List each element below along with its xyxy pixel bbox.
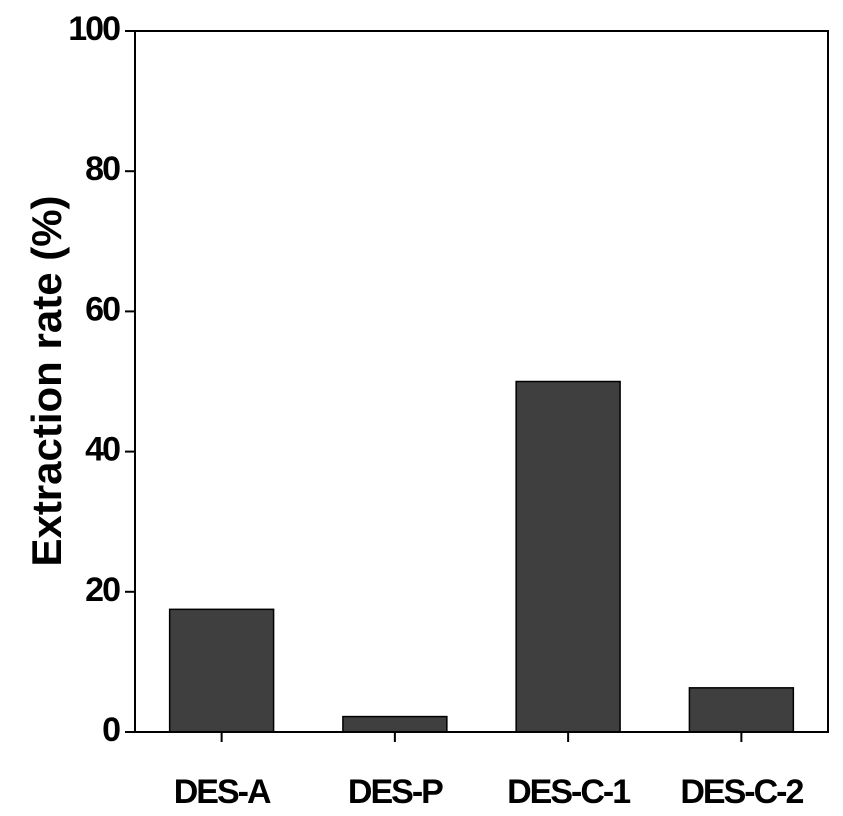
y-tick-label: 20 (85, 571, 120, 609)
y-tick-label: 60 (85, 290, 120, 328)
y-tick-label: 80 (85, 150, 120, 188)
y-tick-label: 40 (85, 431, 120, 469)
x-tick-label: DES-C-2 (680, 773, 803, 811)
bar-des-c-1 (515, 380, 621, 733)
y-tick-label: 100 (68, 10, 120, 48)
x-tick-label: DES-P (348, 773, 443, 811)
bar-des-p (342, 715, 448, 733)
y-tick-label: 0 (102, 711, 120, 749)
x-tick-label: DES-A (174, 773, 271, 811)
plot-frame (134, 30, 829, 733)
bar-des-c-2 (688, 687, 795, 733)
y-axis: 0 20 40 60 80 100 (68, 10, 135, 749)
x-axis: DES-A DES-P DES-C-1 DES-C-2 (174, 732, 805, 811)
bar-des-a (168, 608, 275, 733)
bars-group (168, 380, 795, 733)
y-axis-title: Extraction rate (%) (23, 195, 70, 566)
x-tick-label: DES-C-1 (507, 773, 630, 811)
